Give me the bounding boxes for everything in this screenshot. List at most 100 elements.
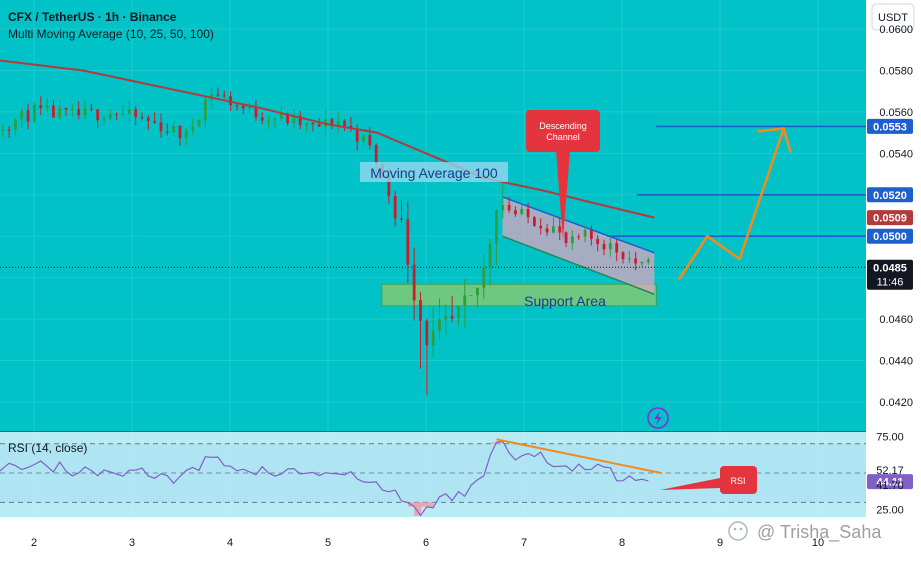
main-pane-background — [0, 0, 866, 431]
candle-up — [470, 295, 473, 296]
candle-down — [406, 219, 409, 264]
candle-up — [191, 127, 194, 131]
candle-down — [419, 300, 422, 320]
candle-down — [400, 219, 403, 220]
candle-down — [533, 217, 536, 226]
candle-down — [368, 135, 371, 145]
candle-down — [375, 145, 378, 164]
candle-up — [476, 288, 479, 295]
time-tick-label: 7 — [521, 537, 527, 549]
rsi-tick-label: 75.00 — [876, 431, 904, 443]
candle-down — [514, 210, 517, 214]
price-tick-label: 0.0560 — [879, 107, 913, 119]
candle-down — [147, 118, 150, 121]
candle-down — [217, 95, 220, 96]
candle-up — [552, 226, 555, 232]
candle-up — [274, 119, 277, 121]
candle-up — [495, 210, 498, 244]
candle-down — [565, 232, 568, 242]
candle-up — [58, 108, 61, 118]
svg-text:USDT: USDT — [878, 12, 908, 24]
candle-up — [84, 108, 87, 115]
time-tick-label: 5 — [325, 537, 331, 549]
time-tick-label: 2 — [31, 537, 37, 549]
candle-down — [39, 105, 42, 108]
callout-line-2: Channel — [546, 132, 580, 142]
candle-up — [248, 107, 251, 108]
candle-up — [482, 267, 485, 288]
price-tag-text: 0.0500 — [873, 231, 907, 243]
candle-down — [413, 265, 416, 301]
candle-down — [65, 108, 68, 110]
price-tick-label: 0.0460 — [879, 314, 913, 326]
candle-down — [179, 126, 182, 138]
price-tag-text: 0.0553 — [873, 121, 907, 133]
candle-up — [280, 114, 283, 119]
candle-up — [46, 106, 49, 108]
svg-text:Moving Average 100: Moving Average 100 — [370, 165, 498, 181]
candle-up — [444, 316, 447, 320]
time-tick-label: 9 — [717, 537, 723, 549]
candle-up — [1, 130, 4, 131]
candle-down — [577, 236, 580, 237]
countdown-text: 11:46 — [877, 276, 904, 288]
candle-down — [236, 105, 239, 106]
time-tick-label: 4 — [227, 537, 233, 549]
rsi-tick-label: 41.70 — [876, 480, 904, 492]
candle-down — [508, 205, 511, 210]
candle-down — [52, 106, 55, 118]
price-tag-text: 0.0509 — [873, 213, 907, 225]
price-tag-text: 0.0485 — [873, 262, 907, 274]
candle-down — [546, 228, 549, 232]
candle-down — [223, 95, 226, 96]
candle-down — [558, 226, 561, 232]
candle-up — [122, 114, 125, 115]
candle-up — [204, 100, 207, 120]
candle-up — [20, 110, 23, 119]
candle-up — [584, 230, 587, 237]
candle-down — [153, 121, 156, 123]
support-area-label: Support Area — [524, 293, 606, 309]
candle-down — [90, 108, 93, 109]
candle-down — [115, 114, 118, 115]
candle-down — [356, 129, 359, 142]
candle-up — [128, 109, 131, 114]
candle-up — [432, 331, 435, 345]
candle-down — [318, 124, 321, 127]
candle-down — [603, 244, 606, 249]
candle-down — [539, 226, 542, 229]
time-tick-label: 8 — [619, 537, 625, 549]
symbol-title: CFX / TetherUS · 1h · Binance — [8, 10, 177, 24]
candle-up — [362, 135, 365, 141]
candle-up — [647, 260, 650, 262]
candle-up — [103, 119, 106, 121]
time-tick-label: 6 — [423, 537, 429, 549]
candle-down — [527, 209, 530, 217]
candle-down — [141, 117, 144, 118]
candle-down — [242, 106, 245, 109]
price-tick-label: 0.0540 — [879, 148, 913, 160]
moving-average-label: Moving Average 100 — [360, 162, 508, 182]
candle-down — [634, 258, 637, 263]
candle-up — [438, 319, 441, 331]
indicator-title: Multi Moving Average (10, 25, 50, 100) — [8, 27, 214, 41]
candle-up — [198, 120, 201, 127]
candle-up — [628, 258, 631, 259]
candle-up — [501, 205, 504, 210]
price-tick-label: 0.0420 — [879, 397, 913, 409]
candle-up — [109, 114, 112, 119]
price-tag-text: 0.0520 — [873, 190, 907, 202]
candle-up — [185, 130, 188, 138]
candle-down — [134, 109, 137, 117]
candle-down — [343, 121, 346, 126]
price-tick-label: 0.0580 — [879, 65, 913, 77]
candle-down — [77, 109, 80, 115]
candle-down — [96, 109, 99, 120]
candle-up — [305, 123, 308, 126]
rsi-tick-label: 25.00 — [876, 505, 904, 517]
candle-up — [267, 120, 270, 121]
candle-down — [622, 252, 625, 259]
candle-down — [615, 243, 618, 252]
price-tick-label: 0.0440 — [879, 356, 913, 368]
